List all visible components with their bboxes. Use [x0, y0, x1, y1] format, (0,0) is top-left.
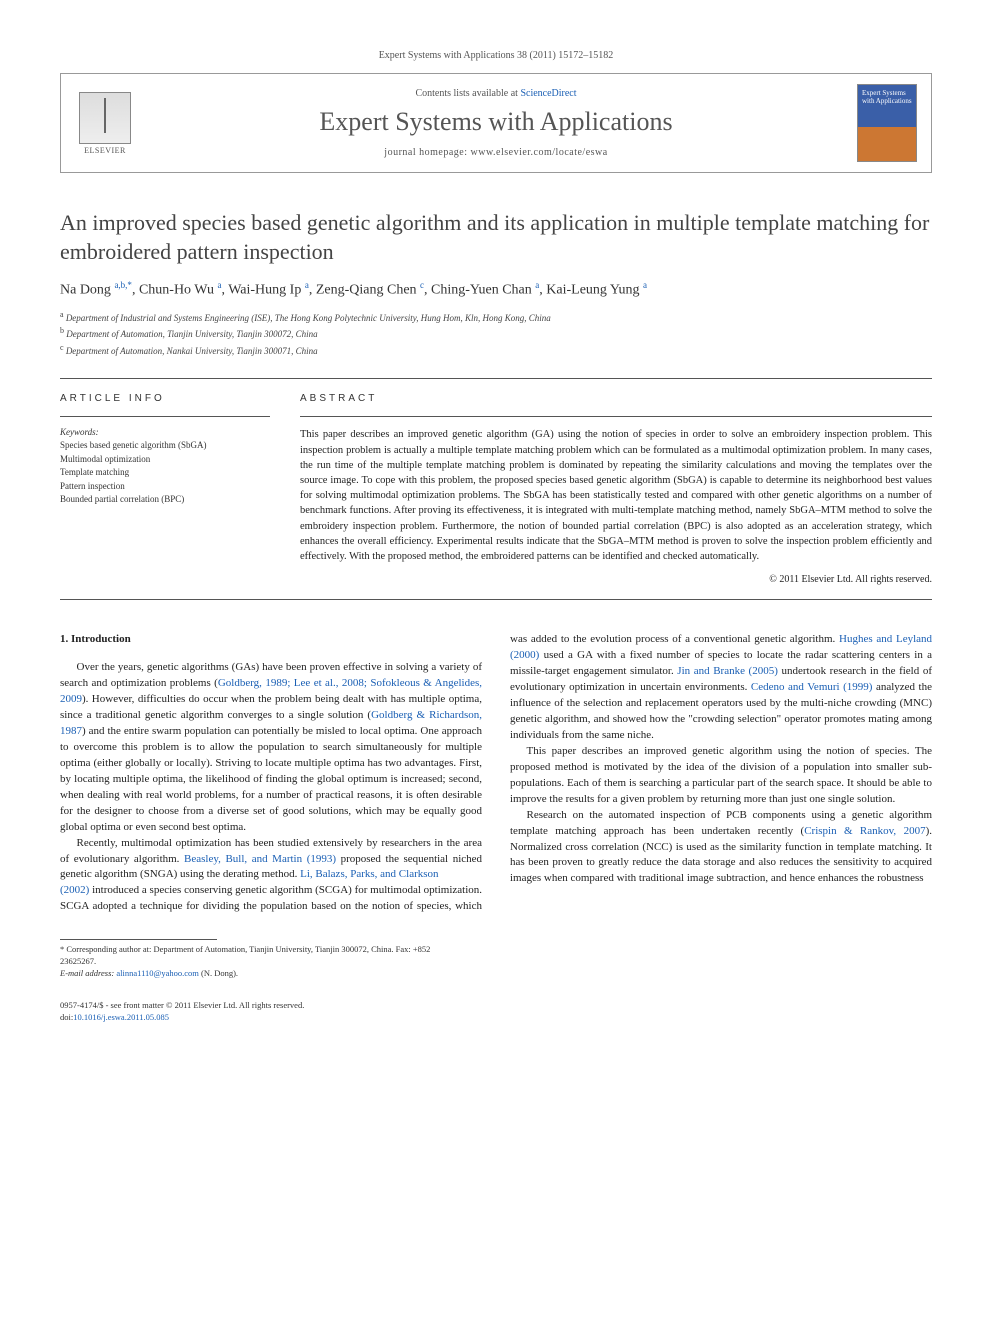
article-info-heading: ARTICLE INFO	[60, 393, 270, 417]
journal-cover-thumbnail: Expert Systems with Applications	[857, 84, 917, 162]
issn-copyright-line: 0957-4174/$ - see front matter © 2011 El…	[60, 1000, 304, 1012]
authors-list: Na Dong a,b,*, Chun-Ho Wu a, Wai-Hung Ip…	[60, 280, 932, 299]
keywords-label: Keywords:	[60, 427, 270, 437]
journal-header-box: ELSEVIER Contents lists available at Sci…	[60, 73, 932, 173]
footnotes-block: * Corresponding author at: Department of…	[60, 939, 452, 980]
contents-line: Contents lists available at ScienceDirec…	[149, 88, 843, 99]
body-p4: This paper describes an improved genetic…	[510, 744, 932, 808]
divider-rule	[60, 599, 932, 600]
contents-prefix: Contents lists available at	[415, 88, 520, 99]
footnote-rule	[60, 939, 217, 940]
elsevier-logo: ELSEVIER	[75, 88, 135, 158]
body-p1: Over the years, genetic algorithms (GAs)…	[60, 660, 482, 835]
affiliation-a: Department of Industrial and Systems Eng…	[66, 313, 551, 323]
abstract-heading: ABSTRACT	[300, 393, 932, 417]
body-p2: Recently, multimodal optimization has be…	[60, 836, 482, 884]
email-author: (N. Dong).	[201, 968, 238, 978]
publisher-label: ELSEVIER	[84, 146, 126, 155]
article-info-block: ARTICLE INFO Keywords: Species based gen…	[60, 379, 270, 585]
journal-name: Expert Systems with Applications	[149, 107, 843, 137]
email-label: E-mail address:	[60, 968, 114, 978]
keywords-list: Species based genetic algorithm (SbGA)Mu…	[60, 439, 270, 507]
header-citation: Expert Systems with Applications 38 (201…	[60, 50, 932, 61]
page-footer: 0957-4174/$ - see front matter © 2011 El…	[60, 1000, 932, 1024]
homepage-url: www.elsevier.com/locate/eswa	[471, 147, 608, 158]
article-title: An improved species based genetic algori…	[60, 209, 932, 266]
affiliation-b: Department of Automation, Tianjin Univer…	[66, 329, 317, 339]
affiliations: a Department of Industrial and Systems E…	[60, 309, 932, 359]
email-link[interactable]: alinna1110@yahoo.com	[116, 968, 199, 978]
corresponding-author-footnote: * Corresponding author at: Department of…	[60, 944, 452, 968]
affiliation-c: Department of Automation, Nankai Univers…	[66, 346, 318, 356]
body-p5: Research on the automated inspection of …	[510, 808, 932, 888]
abstract-block: ABSTRACT This paper describes an improve…	[300, 379, 932, 585]
body-two-column: 1. Introduction Over the years, genetic …	[60, 632, 932, 915]
journal-homepage: journal homepage: www.elsevier.com/locat…	[149, 147, 843, 158]
sciencedirect-link[interactable]: ScienceDirect	[520, 88, 576, 99]
abstract-text: This paper describes an improved genetic…	[300, 427, 932, 564]
doi-label: doi:	[60, 1012, 73, 1022]
copyright-line: © 2011 Elsevier Ltd. All rights reserved…	[300, 574, 932, 585]
elsevier-tree-icon	[79, 92, 131, 144]
section-1-heading: 1. Introduction	[60, 632, 482, 648]
homepage-label: journal homepage:	[384, 147, 470, 158]
doi-link[interactable]: 10.1016/j.eswa.2011.05.085	[73, 1012, 169, 1022]
